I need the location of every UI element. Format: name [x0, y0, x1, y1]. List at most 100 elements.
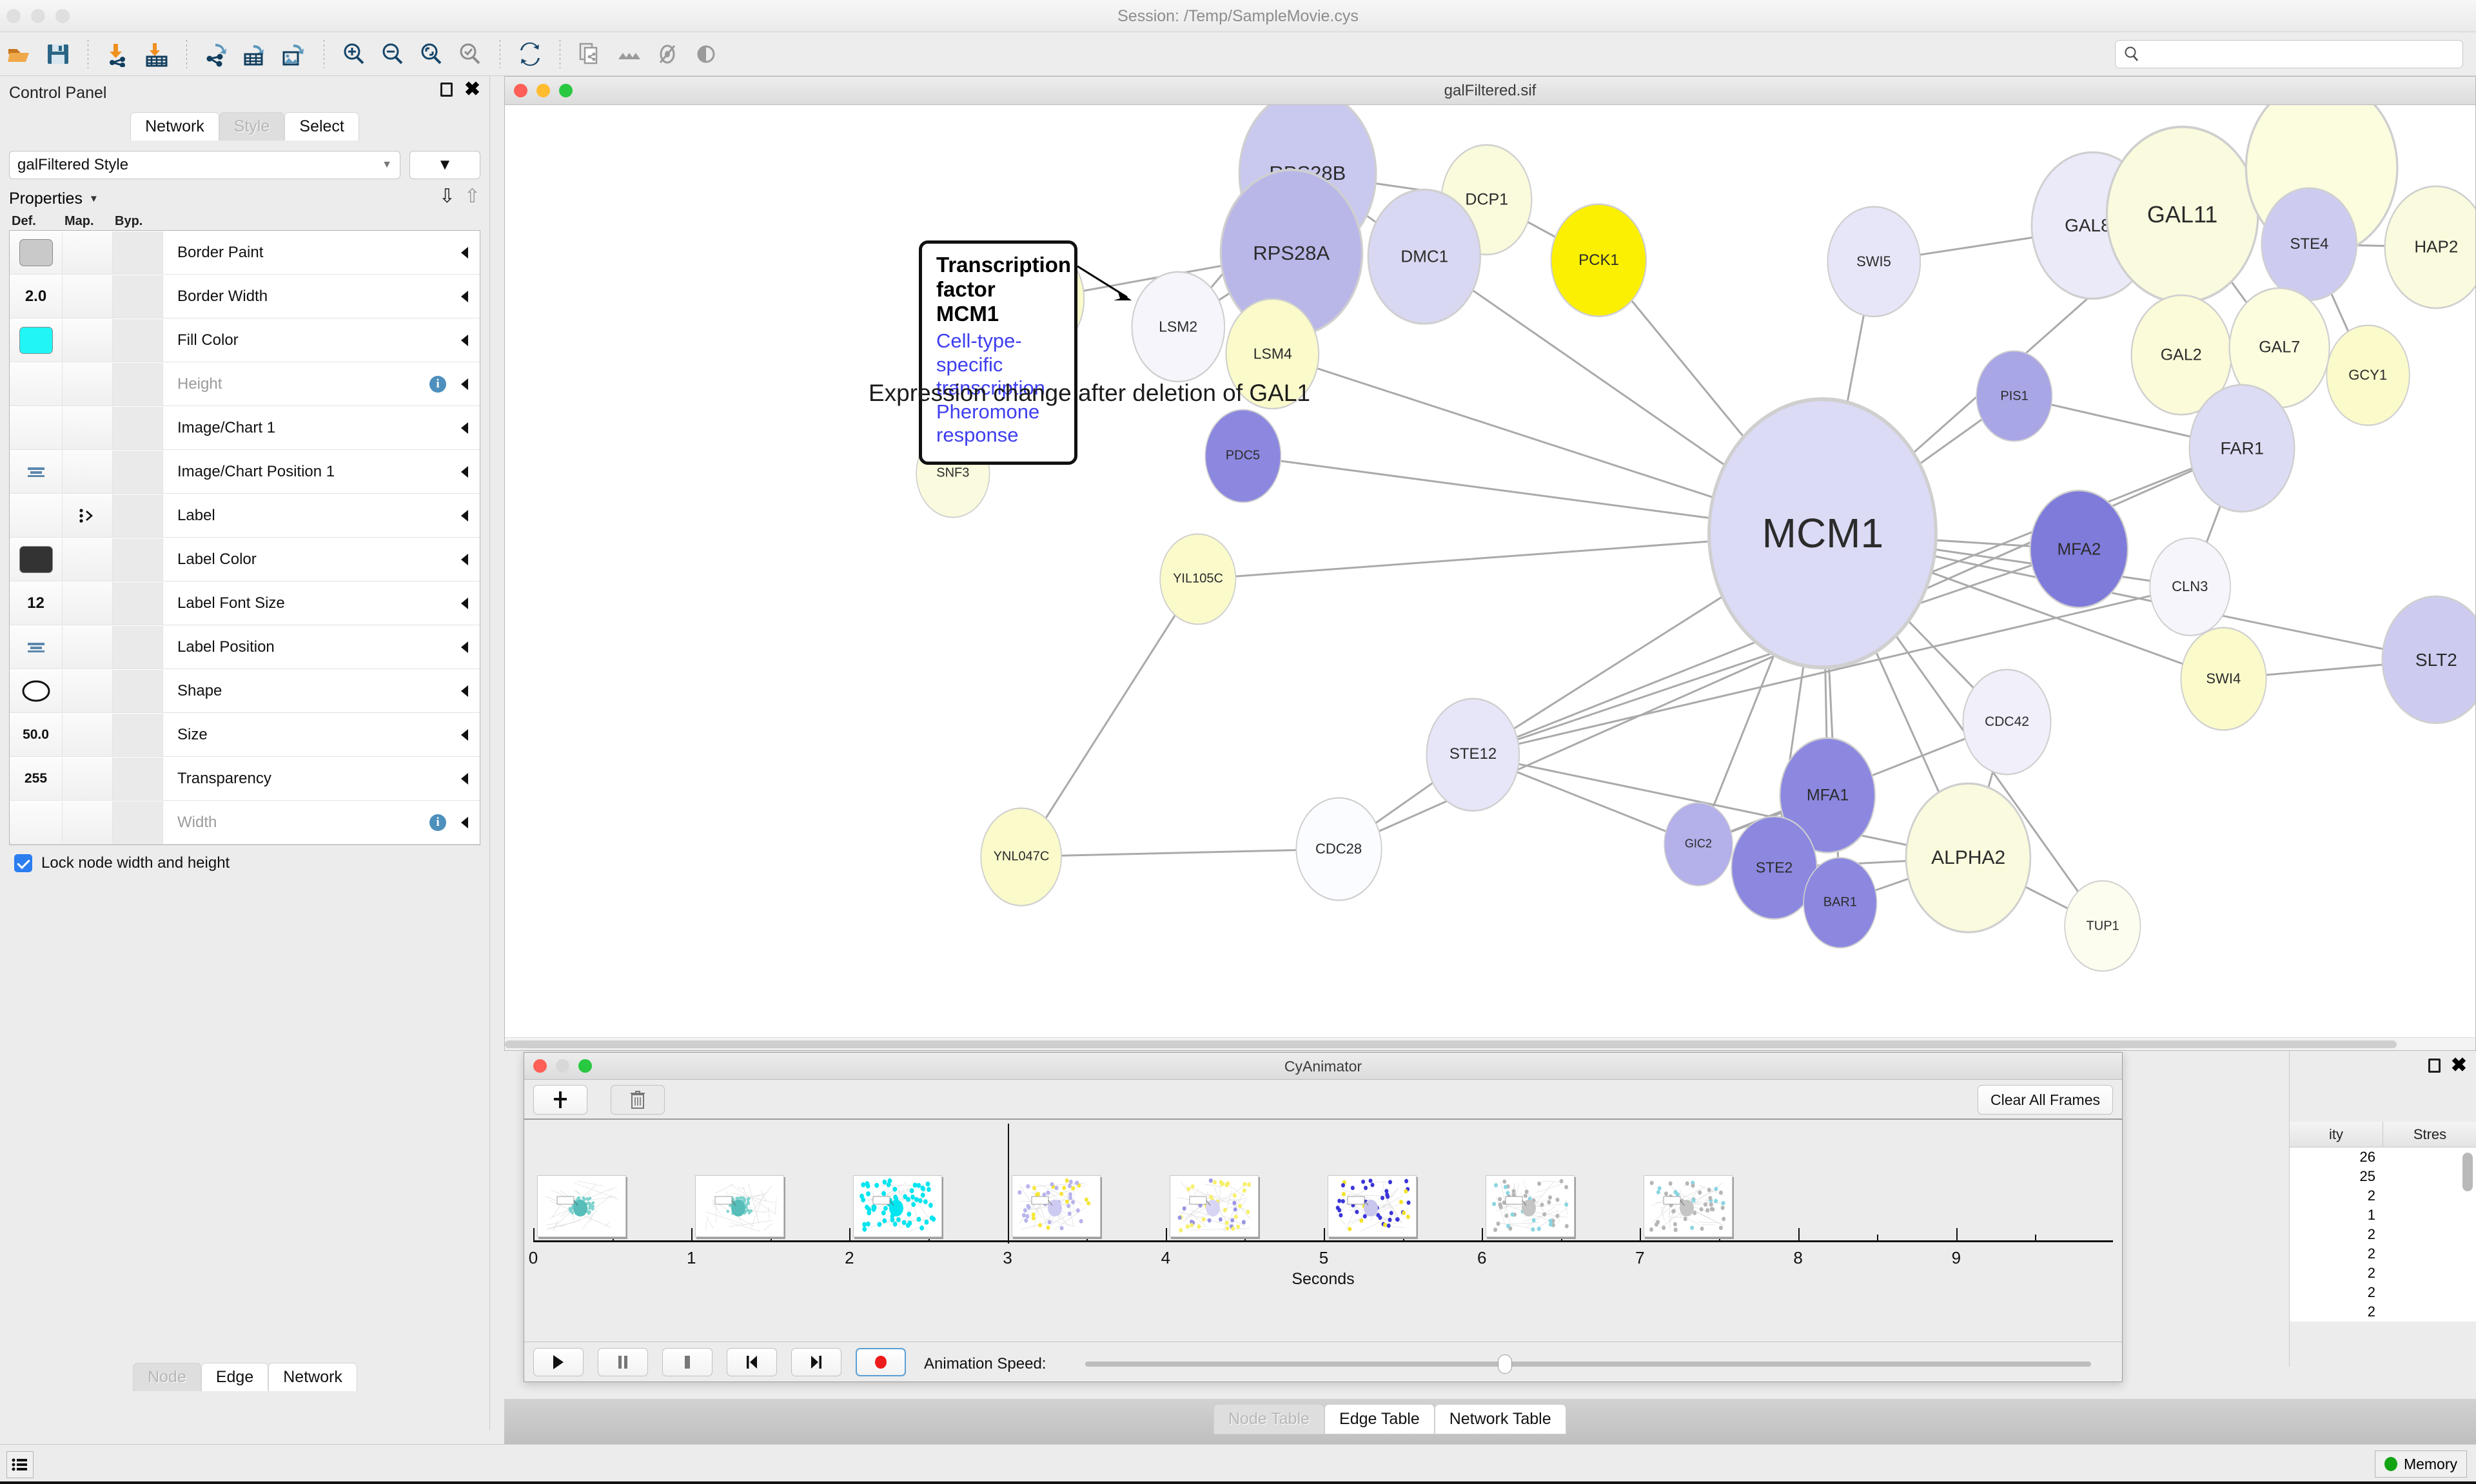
network-node-ste12[interactable]	[1426, 698, 1520, 812]
tab-edge-table[interactable]: Edge Table	[1324, 1404, 1435, 1434]
style-combo[interactable]: galFiltered Style ▼	[9, 151, 400, 179]
expand-property-icon[interactable]	[459, 289, 471, 304]
property-default-cell[interactable]	[10, 231, 63, 274]
property-mapping-cell[interactable]	[63, 231, 113, 274]
tab-edge[interactable]: Edge	[201, 1363, 269, 1391]
table-row[interactable]: 2	[2290, 1244, 2476, 1264]
expand-property-icon[interactable]	[459, 684, 471, 698]
property-bypass-cell[interactable]	[113, 713, 163, 756]
color-swatch[interactable]	[19, 326, 53, 354]
timeline-frame-3[interactable]	[1011, 1175, 1101, 1237]
style-menu-button[interactable]: ▼	[409, 151, 480, 179]
tab-node-table[interactable]: Node Table	[1213, 1404, 1325, 1434]
property-default-cell[interactable]	[10, 801, 63, 844]
annotation-box[interactable]: Transcription factor MCM1 Cell-type-spec…	[919, 240, 1077, 465]
zoom-fit-selected-icon[interactable]	[412, 35, 451, 73]
window-traffic-lights[interactable]	[6, 9, 70, 23]
property-bypass-cell[interactable]	[113, 757, 163, 800]
show-all-icon[interactable]	[687, 35, 725, 73]
property-bypass-cell[interactable]	[113, 669, 163, 712]
network-node-mfa1[interactable]	[1779, 737, 1876, 854]
close-window-button[interactable]	[533, 1059, 547, 1073]
property-default-cell[interactable]: 255	[10, 757, 63, 800]
close-icon[interactable]: ✖	[464, 79, 480, 100]
maximize-window-button[interactable]	[55, 9, 70, 23]
network-node-slt2[interactable]	[2381, 595, 2475, 725]
property-default-cell[interactable]: 12	[10, 581, 63, 625]
property-mapping-cell[interactable]	[63, 318, 113, 362]
network-node-pdc5[interactable]	[1204, 409, 1282, 503]
table-row[interactable]: 2	[2290, 1302, 2476, 1322]
lock-node-size-checkbox[interactable]	[14, 854, 32, 872]
delete-frame-button[interactable]	[611, 1085, 665, 1115]
expand-property-icon[interactable]	[459, 640, 471, 654]
cyanimator-timeline[interactable]: Seconds 0 1 2 3 4 5 6 7 8 9	[524, 1120, 2122, 1293]
close-icon[interactable]: ✖	[2450, 1055, 2467, 1076]
annotation-free-text[interactable]: Expression change after deletion of GAL1	[869, 380, 1310, 406]
network-node-mcm1[interactable]	[1707, 396, 1938, 670]
network-node-lsm2[interactable]	[1131, 271, 1226, 383]
zoom-fit-icon[interactable]	[451, 35, 489, 73]
property-row-image-chart-position-1[interactable]: Image/Chart Position 1	[10, 450, 480, 494]
expand-property-icon[interactable]	[459, 421, 471, 435]
property-bypass-cell[interactable]	[113, 581, 163, 625]
network-node-dmc1[interactable]	[1367, 188, 1482, 325]
property-row-width[interactable]: Width i	[10, 801, 480, 845]
color-swatch[interactable]	[19, 545, 53, 573]
maximize-window-button[interactable]	[578, 1059, 592, 1073]
expand-property-icon[interactable]	[459, 552, 471, 567]
property-bypass-cell[interactable]	[113, 318, 163, 362]
collapse-all-icon[interactable]: ⇧	[464, 186, 480, 207]
property-default-cell[interactable]	[10, 669, 63, 712]
network-node-cdc28[interactable]	[1295, 797, 1382, 901]
network-node-pis1[interactable]	[1976, 350, 2053, 442]
add-frame-button[interactable]	[533, 1085, 587, 1115]
property-default-cell[interactable]	[10, 318, 63, 362]
table-row[interactable]: 2	[2290, 1264, 2476, 1283]
property-mapping-cell[interactable]	[63, 801, 113, 844]
network-node-pck1[interactable]	[1550, 203, 1647, 318]
clear-all-frames-button[interactable]: Clear All Frames	[1978, 1085, 2113, 1115]
property-row-label-font-size[interactable]: 12 Label Font Size	[10, 581, 480, 625]
tab-network-table[interactable]: Network Table	[1434, 1404, 1566, 1434]
maximize-window-button[interactable]	[559, 84, 573, 97]
info-icon[interactable]: i	[429, 375, 446, 393]
export-network-icon[interactable]	[197, 35, 236, 73]
network-horizontal-scrollbar[interactable]	[505, 1037, 2475, 1050]
float-panel-icon[interactable]	[440, 83, 453, 97]
timeline-frame-0[interactable]	[537, 1175, 626, 1237]
network-node-mfa2[interactable]	[2029, 489, 2129, 609]
timeline-frame-6[interactable]	[1486, 1175, 1575, 1237]
property-mapping-cell[interactable]	[63, 713, 113, 756]
network-node-tup1[interactable]	[2064, 880, 2141, 972]
expand-property-icon[interactable]	[459, 509, 471, 523]
expand-property-icon[interactable]	[459, 246, 471, 260]
pause-button[interactable]	[598, 1348, 648, 1376]
timeline-playhead[interactable]	[1007, 1124, 1009, 1244]
property-bypass-cell[interactable]	[113, 494, 163, 537]
network-node-lsm4[interactable]	[1225, 298, 1320, 410]
property-default-cell[interactable]	[10, 494, 63, 537]
property-mapping-cell[interactable]	[63, 362, 113, 405]
property-row-border-paint[interactable]: Border Paint	[10, 231, 480, 275]
property-default-cell[interactable]	[10, 362, 63, 405]
tab-network[interactable]: Network	[130, 112, 219, 141]
network-canvas[interactable]: RPS28BDCP1RPS28ADMC1PCK1SWI5GAL80GAL11ST…	[505, 105, 2475, 1050]
table-row[interactable]: 2	[2290, 1225, 2476, 1244]
property-default-cell[interactable]	[10, 625, 63, 669]
info-icon[interactable]: i	[429, 814, 446, 831]
column-header-ity[interactable]: ity	[2290, 1122, 2383, 1147]
property-default-cell[interactable]: 50.0	[10, 713, 63, 756]
property-mapping-cell[interactable]	[63, 538, 113, 581]
column-header-stress[interactable]: Stres	[2413, 1126, 2447, 1142]
network-node-ynl047c[interactable]	[980, 806, 1063, 906]
property-row-size[interactable]: 50.0 Size	[10, 713, 480, 757]
timeline-frame-2[interactable]	[853, 1175, 943, 1237]
timeline-frame-5[interactable]	[1328, 1175, 1417, 1237]
timeline-frame-7[interactable]	[1644, 1175, 1733, 1237]
property-default-cell[interactable]	[10, 538, 63, 581]
property-mapping-cell[interactable]	[63, 494, 113, 537]
table-row[interactable]: 25	[2290, 1167, 2476, 1186]
zoom-in-icon[interactable]	[335, 35, 373, 73]
table-row[interactable]: 1	[2290, 1206, 2476, 1225]
